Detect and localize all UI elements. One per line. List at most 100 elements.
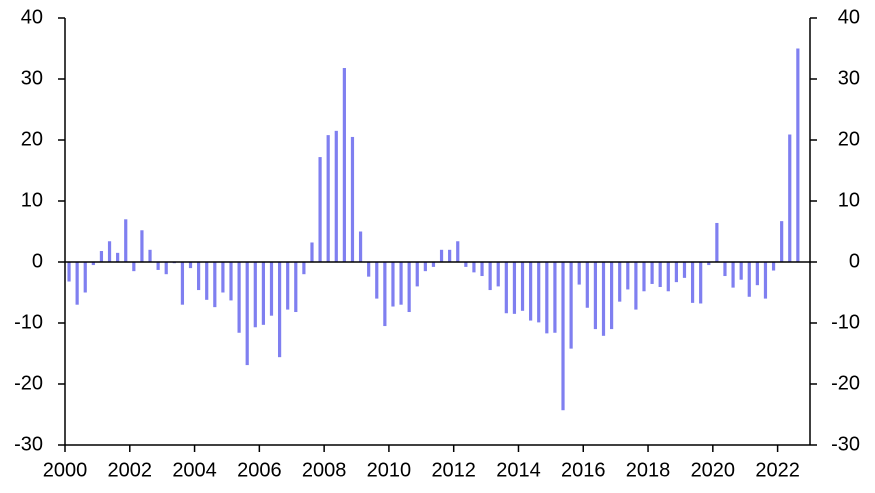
bar (188, 262, 193, 269)
bar (107, 241, 112, 262)
bar (755, 262, 759, 286)
y-tick-label: 30 (21, 67, 43, 89)
y-tick-label: -20 (14, 372, 43, 394)
bar (593, 262, 598, 330)
y2-tick-label: 40 (838, 6, 860, 28)
bar (277, 262, 282, 358)
bar (229, 262, 233, 301)
bar (472, 262, 476, 273)
bar (699, 262, 703, 304)
bar (731, 262, 735, 288)
bar (448, 249, 452, 262)
bar (75, 262, 79, 305)
x-tick-label: 2010 (367, 459, 412, 481)
bar (294, 262, 298, 313)
bar (690, 262, 695, 303)
bar (197, 262, 201, 291)
bar (237, 262, 241, 333)
y-tick-label: 40 (21, 6, 43, 28)
bar (213, 262, 217, 308)
bar (666, 262, 670, 292)
x-tick-label: 2018 (626, 459, 671, 481)
bar (537, 262, 541, 323)
bar (318, 157, 322, 262)
x-tick-label: 2000 (43, 459, 88, 481)
bar (512, 262, 517, 314)
bar (245, 262, 249, 366)
bar (205, 262, 209, 300)
bar (674, 262, 678, 283)
bar (682, 262, 687, 278)
bar (310, 242, 314, 262)
y-tick-label: 10 (21, 189, 43, 211)
bar (261, 262, 265, 325)
bar (520, 262, 525, 311)
y2-tick-label: -30 (831, 433, 860, 455)
bar (707, 262, 711, 266)
bar (334, 130, 338, 262)
bar (140, 230, 144, 262)
x-tick-label: 2020 (691, 459, 736, 481)
bar (561, 262, 565, 411)
bar (116, 252, 120, 262)
y-tick-label: 20 (21, 128, 43, 150)
y-tick-label: -30 (14, 433, 43, 455)
bar (286, 262, 290, 310)
bar (650, 262, 654, 284)
bar (788, 134, 792, 262)
bar (763, 262, 768, 299)
bar (132, 262, 136, 272)
bar (585, 262, 589, 308)
bar (326, 135, 330, 262)
x-tick-label: 2002 (108, 459, 153, 481)
bar (156, 262, 160, 270)
bar (747, 262, 751, 297)
bar (439, 249, 444, 262)
bar (99, 251, 104, 262)
bar (83, 262, 87, 293)
bar (358, 231, 363, 262)
bar (529, 262, 533, 321)
x-tick-label: 2022 (755, 459, 800, 481)
bar (626, 262, 630, 290)
bar (164, 262, 168, 275)
bar (148, 249, 152, 262)
bar (723, 262, 727, 277)
bar (269, 262, 274, 316)
y2-tick-label: 20 (838, 128, 860, 150)
x-tick-label: 2008 (302, 459, 347, 481)
bar (569, 262, 573, 349)
bar (399, 262, 403, 305)
y-tick-label: -10 (14, 311, 43, 333)
bar (391, 262, 395, 307)
bar (642, 262, 646, 292)
x-tick-label: 2012 (431, 459, 476, 481)
bar (610, 262, 614, 330)
bar (407, 262, 411, 313)
bar (658, 262, 662, 288)
bar (464, 262, 468, 267)
bar (634, 262, 638, 310)
bar (180, 262, 185, 305)
bar (456, 241, 460, 262)
y-tick-label: 0 (32, 250, 43, 272)
bar (601, 262, 606, 336)
bar (431, 262, 436, 267)
bar (553, 262, 557, 333)
bar (375, 262, 379, 299)
bar (367, 262, 371, 277)
bar (771, 262, 776, 271)
bar (496, 262, 500, 287)
bar (504, 262, 508, 314)
bar (780, 221, 784, 262)
y2-tick-label: 0 (849, 250, 860, 272)
bar (415, 262, 419, 287)
bar (715, 222, 719, 262)
x-tick-label: 2016 (561, 459, 606, 481)
bar (618, 262, 622, 302)
y2-tick-label: -10 (831, 311, 860, 333)
bar (423, 262, 427, 272)
bar (796, 48, 800, 262)
